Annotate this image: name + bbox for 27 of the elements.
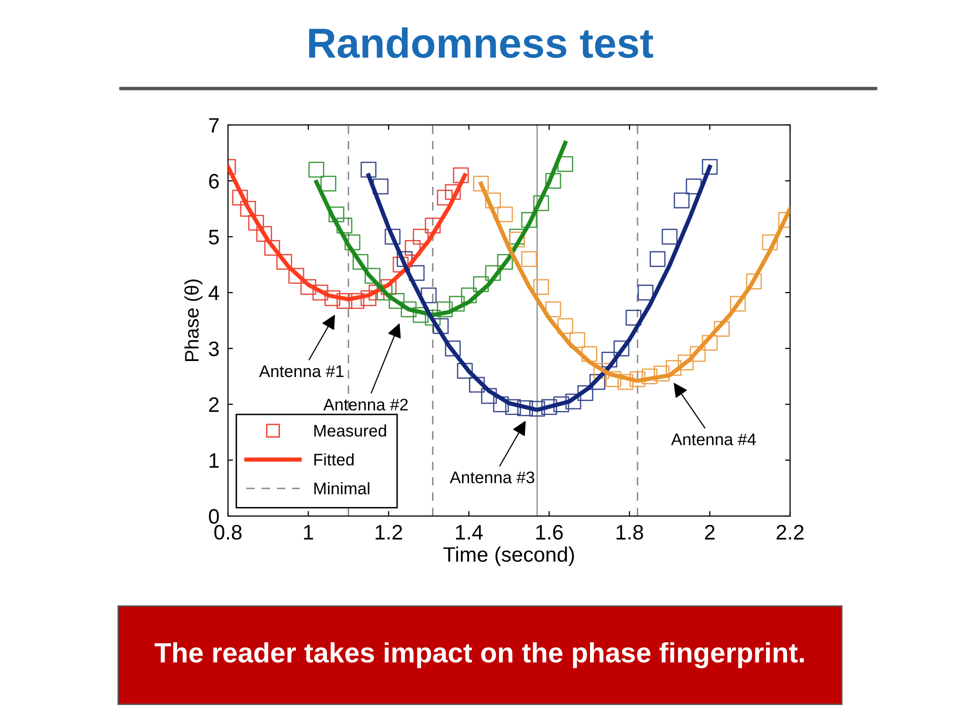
x-axis-title: Time (second) bbox=[443, 546, 574, 566]
y-tick-label: 6 bbox=[209, 174, 219, 189]
y-tick-label: 3 bbox=[208, 341, 219, 356]
x-tick-label: 1 bbox=[304, 525, 314, 540]
annotation: Antenna #2 bbox=[323, 398, 408, 411]
x-tick-label: 1.2 bbox=[376, 524, 402, 540]
y-tick-label: 5 bbox=[208, 230, 219, 244]
x-tick-label: 2 bbox=[705, 524, 715, 540]
x-tick-label: 1.4 bbox=[456, 525, 483, 540]
chart-title: Randomness test bbox=[309, 27, 654, 58]
annotation: Antenna #3 bbox=[450, 471, 534, 484]
x-tick-label: 0.8 bbox=[214, 524, 242, 540]
legend-label: Measured bbox=[314, 424, 386, 437]
x-tick-label: 1.8 bbox=[616, 524, 644, 540]
ref-line-label: Minimal bbox=[314, 482, 370, 494]
annotation: Antenna #1 bbox=[259, 366, 344, 378]
y-axis-title: Phase (θ) bbox=[184, 280, 203, 362]
text: The reader takes impact on the phase fingerprint. bbox=[154, 642, 804, 668]
x-tick-label: 2.2 bbox=[776, 524, 804, 540]
y-tick-label: 0 bbox=[208, 509, 219, 524]
y-tick-label: 4 bbox=[208, 286, 220, 300]
y-tick-label: 2 bbox=[209, 397, 219, 412]
x-tick-label: 1.6 bbox=[536, 524, 563, 540]
y-tick-label: 7 bbox=[209, 118, 219, 133]
legend-label: Fitted bbox=[314, 453, 354, 466]
annotation: Antenna #4 bbox=[671, 434, 756, 446]
y-tick-label: 1 bbox=[210, 453, 219, 468]
